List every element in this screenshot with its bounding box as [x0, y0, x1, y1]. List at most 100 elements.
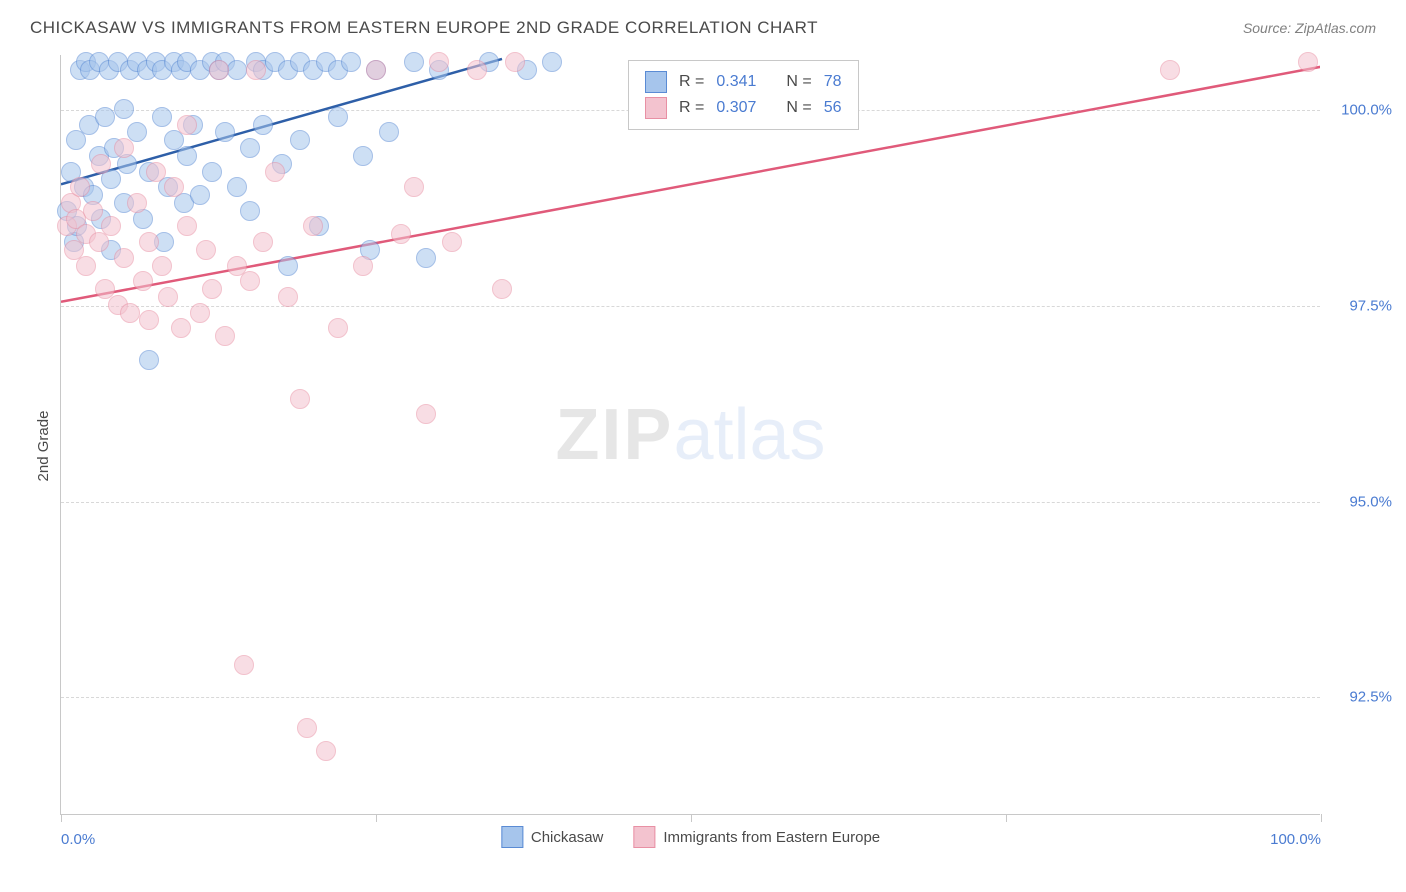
data-point — [1160, 60, 1180, 80]
watermark: ZIPatlas — [555, 394, 825, 476]
source-attribution: Source: ZipAtlas.com — [1243, 20, 1376, 36]
legend-swatch — [633, 826, 655, 848]
data-point — [328, 318, 348, 338]
correlation-stats-box: R =0.341N =78R =0.307N =56 — [628, 60, 859, 130]
data-point — [316, 741, 336, 761]
data-point — [114, 138, 134, 158]
y-axis-label: 2nd Grade — [35, 411, 52, 482]
legend-label: Immigrants from Eastern Europe — [663, 829, 880, 846]
y-tick-label: 95.0% — [1349, 493, 1392, 510]
scatter-chart: ZIPatlas 100.0%97.5%95.0%92.5%0.0%100.0%… — [60, 55, 1320, 815]
legend: Chickasaw Immigrants from Eastern Europe — [501, 826, 880, 848]
legend-item: Immigrants from Eastern Europe — [633, 826, 880, 848]
x-tick-label: 0.0% — [61, 831, 95, 848]
n-value: 56 — [824, 99, 842, 117]
data-point — [209, 60, 229, 80]
data-point — [139, 350, 159, 370]
gridline — [61, 502, 1320, 503]
data-point — [341, 52, 361, 72]
data-point — [127, 193, 147, 213]
data-point — [416, 404, 436, 424]
x-tick-label: 100.0% — [1270, 831, 1321, 848]
watermark-atlas: atlas — [673, 395, 825, 475]
data-point — [190, 185, 210, 205]
data-point — [139, 232, 159, 252]
data-point — [202, 162, 222, 182]
data-point — [353, 146, 373, 166]
y-tick-label: 100.0% — [1341, 101, 1392, 118]
r-label: R = — [679, 99, 704, 117]
data-point — [379, 122, 399, 142]
data-point — [240, 138, 260, 158]
data-point — [190, 303, 210, 323]
data-point — [265, 162, 285, 182]
stat-row: R =0.307N =56 — [645, 95, 842, 121]
y-tick-label: 92.5% — [1349, 689, 1392, 706]
data-point — [91, 154, 111, 174]
x-tick — [1321, 814, 1322, 822]
data-point — [240, 271, 260, 291]
data-point — [164, 177, 184, 197]
data-point — [196, 240, 216, 260]
data-point — [505, 52, 525, 72]
data-point — [177, 115, 197, 135]
data-point — [253, 232, 273, 252]
r-value: 0.341 — [716, 73, 756, 91]
data-point — [215, 122, 235, 142]
data-point — [101, 216, 121, 236]
data-point — [297, 718, 317, 738]
data-point — [366, 60, 386, 80]
data-point — [391, 224, 411, 244]
data-point — [133, 271, 153, 291]
gridline — [61, 306, 1320, 307]
data-point — [278, 256, 298, 276]
n-value: 78 — [824, 73, 842, 91]
data-point — [234, 655, 254, 675]
data-point — [146, 162, 166, 182]
data-point — [240, 201, 260, 221]
data-point — [303, 216, 323, 236]
data-point — [114, 99, 134, 119]
data-point — [542, 52, 562, 72]
data-point — [177, 146, 197, 166]
r-value: 0.307 — [716, 99, 756, 117]
legend-label: Chickasaw — [531, 829, 604, 846]
data-point — [83, 201, 103, 221]
data-point — [171, 318, 191, 338]
data-point — [158, 287, 178, 307]
data-point — [253, 115, 273, 135]
series-swatch — [645, 97, 667, 119]
y-tick-label: 97.5% — [1349, 297, 1392, 314]
x-tick — [691, 814, 692, 822]
legend-swatch — [501, 826, 523, 848]
r-label: R = — [679, 73, 704, 91]
data-point — [353, 256, 373, 276]
series-swatch — [645, 71, 667, 93]
data-point — [246, 60, 266, 80]
data-point — [227, 177, 247, 197]
data-point — [492, 279, 512, 299]
x-tick — [61, 814, 62, 822]
x-tick — [376, 814, 377, 822]
data-point — [215, 326, 235, 346]
data-point — [416, 248, 436, 268]
n-label: N = — [786, 73, 811, 91]
legend-item: Chickasaw — [501, 826, 604, 848]
data-point — [202, 279, 222, 299]
data-point — [114, 248, 134, 268]
data-point — [227, 60, 247, 80]
gridline — [61, 697, 1320, 698]
x-tick — [1006, 814, 1007, 822]
data-point — [278, 287, 298, 307]
data-point — [76, 256, 96, 276]
data-point — [404, 52, 424, 72]
data-point — [95, 107, 115, 127]
chart-title: CHICKASAW VS IMMIGRANTS FROM EASTERN EUR… — [30, 18, 818, 38]
stat-row: R = 0.341 N = 78 — [645, 69, 842, 95]
data-point — [404, 177, 424, 197]
data-point — [442, 232, 462, 252]
watermark-zip: ZIP — [555, 395, 673, 475]
data-point — [70, 177, 90, 197]
data-point — [429, 52, 449, 72]
data-point — [1298, 52, 1318, 72]
